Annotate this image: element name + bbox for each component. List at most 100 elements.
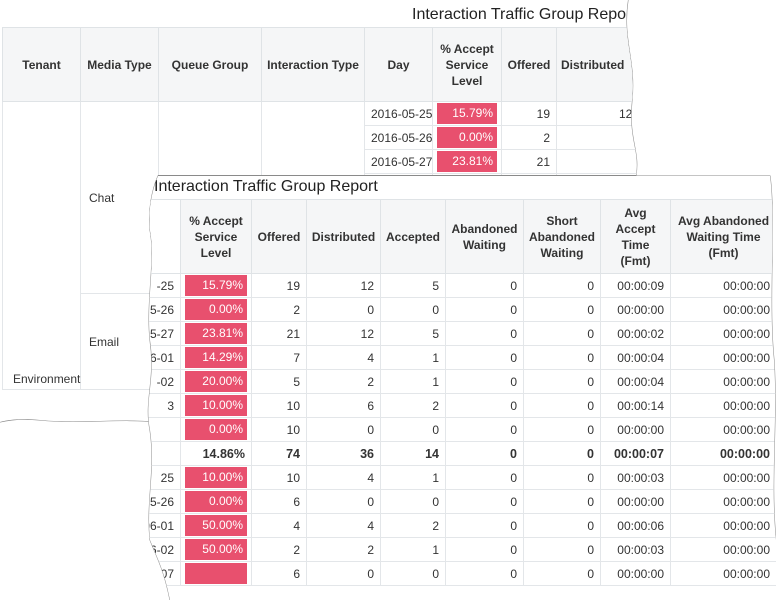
avg-accept-time-cell: 00:00:00 [601,418,671,442]
header-avg-accept-time[interactable]: Avg Accept Time (Fmt) [601,200,671,274]
avg-abandoned-waiting-time-cell: 00:00:00 [671,298,776,322]
avg-accept-time-cell: 00:00:14 [601,394,671,418]
offered-cell: 10 [252,418,307,442]
abandoned-waiting-cell: 0 [446,346,524,370]
header-avg-abandoned-waiting-time[interactable]: Avg Abandoned Waiting Time (Fmt) [671,200,776,274]
accept-service-level-cell: 20.00% [181,370,252,394]
front-report-title: Interaction Traffic Group Report [154,178,378,195]
avg-abandoned-waiting-time-cell: 00:00:00 [671,538,776,562]
accepted-cell: 2 [381,514,446,538]
avg-accept-time-cell: 00:00:03 [601,538,671,562]
short-abandoned-waiting-cell: 0 [524,274,601,298]
tenant-label: Environment [13,372,81,386]
tenant-cell: Environment [3,102,81,390]
accept-service-level-cell: 0.00% [181,298,252,322]
avg-abandoned-waiting-time-cell: 00:00:00 [671,322,776,346]
accepted-cell: 0 [381,298,446,322]
short-abandoned-waiting-cell: 0 [524,490,601,514]
header-accept-service-level[interactable]: % Accept Service Level [181,200,252,274]
offered-cell: 7 [252,346,307,370]
accept-service-level-cell: 14.29% [181,346,252,370]
back-report-title: Interaction Traffic Group Report [412,6,636,23]
header-distributed[interactable]: Distributed [557,28,641,102]
avg-abandoned-waiting-time-cell: 00:00:00 [671,442,776,466]
header-accepted[interactable]: Accepted [381,200,446,274]
header-distributed[interactable]: Distributed [307,200,381,274]
offered-cell: 2 [252,538,307,562]
abandoned-waiting-cell: 0 [446,562,524,586]
accepted-cell: 2 [381,394,446,418]
table-row: 05-27 23.81% 21 12 5 0 0 00:00:02 00:00:00 [111,322,776,346]
offered-cell: 6 [252,562,307,586]
avg-abandoned-waiting-time-cell: 00:00:00 [671,562,776,586]
media-type-chat: Chat [89,190,115,205]
short-abandoned-waiting-cell: 0 [524,538,601,562]
short-abandoned-waiting-cell: 0 [524,370,601,394]
table-row: -07 6 0 0 0 0 00:00:00 00:00:00 [111,562,776,586]
accepted-cell: 0 [381,562,446,586]
short-abandoned-waiting-cell: 0 [524,394,601,418]
short-abandoned-waiting-cell: 0 [524,514,601,538]
accepted-cell: 14 [381,442,446,466]
header-accept-service-level[interactable]: % Accept Service Level [433,28,502,102]
accepted-cell: 1 [381,538,446,562]
avg-accept-time-cell: 00:00:07 [601,442,671,466]
accept-service-level-cell [181,562,252,586]
table-row: 3 10.00% 10 6 2 0 0 00:00:14 00:00:00 [111,394,776,418]
distributed-cell: 0 [307,490,381,514]
offered-cell: 10 [252,466,307,490]
header-short-abandoned-waiting[interactable]: Short Abandoned Waiting [524,200,601,274]
accept-service-level-cell: 14.86% [181,442,252,466]
abandoned-waiting-cell: 0 [446,538,524,562]
day-cell: 2016-05-27 [365,150,433,174]
distributed-cell: 4 [307,346,381,370]
short-abandoned-waiting-cell: 0 [524,418,601,442]
abandoned-waiting-cell: 0 [446,466,524,490]
offered-cell: 21 [502,150,557,174]
avg-accept-time-cell: 00:00:02 [601,322,671,346]
accepted-cell: 0 [381,490,446,514]
header-offered[interactable]: Offered [502,28,557,102]
short-abandoned-waiting-cell: 0 [524,562,601,586]
media-type-chat-cell: Chat [81,102,159,294]
avg-accept-time-cell: 00:00:04 [601,370,671,394]
media-type-email-cell: Email [81,294,159,390]
accepted-cell: 5 [381,322,446,346]
header-day[interactable]: Day [365,28,433,102]
header-interaction-type[interactable]: Interaction Type [262,28,365,102]
accepted-cell: 1 [381,466,446,490]
abandoned-waiting-cell: 0 [446,418,524,442]
table-row: 2016-05-27 23.81% 21 [3,150,641,174]
header-abandoned-waiting[interactable]: Abandoned Waiting [446,200,524,274]
avg-accept-time-cell: 00:00:00 [601,490,671,514]
distributed-cell: 2 [307,370,381,394]
accepted-cell: 5 [381,274,446,298]
short-abandoned-waiting-cell: 0 [524,442,601,466]
short-abandoned-waiting-cell: 0 [524,298,601,322]
table-row: 06-02 50.00% 2 2 1 0 0 00:00:03 00:00:00 [111,538,776,562]
distributed-cell: 12 [307,322,381,346]
header-queue-group[interactable]: Queue Group [159,28,262,102]
media-type-email: Email [89,334,120,349]
avg-accept-time-cell: 00:00:06 [601,514,671,538]
day-cell: 2016-05-26 [365,126,433,150]
distributed-cell: 0 [307,418,381,442]
accept-service-level-cell: 10.00% [181,394,252,418]
short-abandoned-waiting-cell: 0 [524,466,601,490]
avg-abandoned-waiting-time-cell: 00:00:00 [671,394,776,418]
table-row: 06-01 50.00% 4 4 2 0 0 00:00:06 00:00:00 [111,514,776,538]
abandoned-waiting-cell: 0 [446,298,524,322]
distributed-cell: 12 [557,102,641,126]
offered-cell: 19 [252,274,307,298]
table-row: -02 20.00% 5 2 1 0 0 00:00:04 00:00:00 [111,370,776,394]
header-media-type[interactable]: Media Type [81,28,159,102]
header-offered[interactable]: Offered [252,200,307,274]
distributed-cell: 0 [307,298,381,322]
total-row: 14.86% 74 36 14 0 0 00:00:07 00:00:00 [111,442,776,466]
distributed-cell: 2 [307,538,381,562]
avg-abandoned-waiting-time-cell: 00:00:00 [671,346,776,370]
header-tenant[interactable]: Tenant [3,28,81,102]
table-row: 0.00% 10 0 0 0 0 00:00:00 00:00:00 [111,418,776,442]
short-abandoned-waiting-cell: 0 [524,346,601,370]
offered-cell: 74 [252,442,307,466]
